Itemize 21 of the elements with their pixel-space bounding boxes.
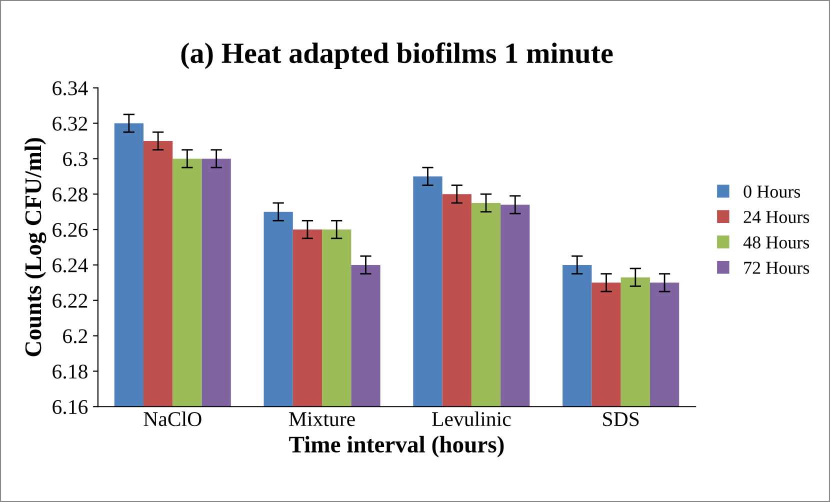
x-tick-label: NaClO <box>144 411 202 426</box>
y-tick-label: 6.34 <box>52 81 88 96</box>
y-tick-label: 6.24 <box>52 258 88 272</box>
y-tick-label: 6.3 <box>63 152 88 166</box>
legend-label: 72 Hours <box>744 262 810 274</box>
y-tick-label: 6.32 <box>52 116 88 131</box>
x-tick-label: Mixture <box>289 412 355 426</box>
x-tick-label: Levulinic <box>432 411 511 426</box>
x-tick-label: SDS <box>603 412 639 426</box>
y-tick-label: 6.28 <box>52 187 88 202</box>
legend-label: 48 Hours <box>743 236 810 249</box>
x-axis-title: Time interval (hours) <box>289 436 504 458</box>
legend-label: 24 Hours <box>744 210 810 224</box>
y-tick-label: 6.22 <box>52 294 88 308</box>
legend-label: 0 Hours <box>744 186 800 198</box>
y-tick-label: 6.2 <box>63 329 88 344</box>
y-tick-label: 6.18 <box>52 364 88 379</box>
y-tick-label: 6.16 <box>52 400 88 414</box>
y-tick-label: 6.26 <box>52 222 88 238</box>
y-axis-title: Counts (Log CFU/ml) <box>24 138 46 356</box>
chart-title: (a) Heat adapted biofilms 1 minute <box>181 42 613 70</box>
